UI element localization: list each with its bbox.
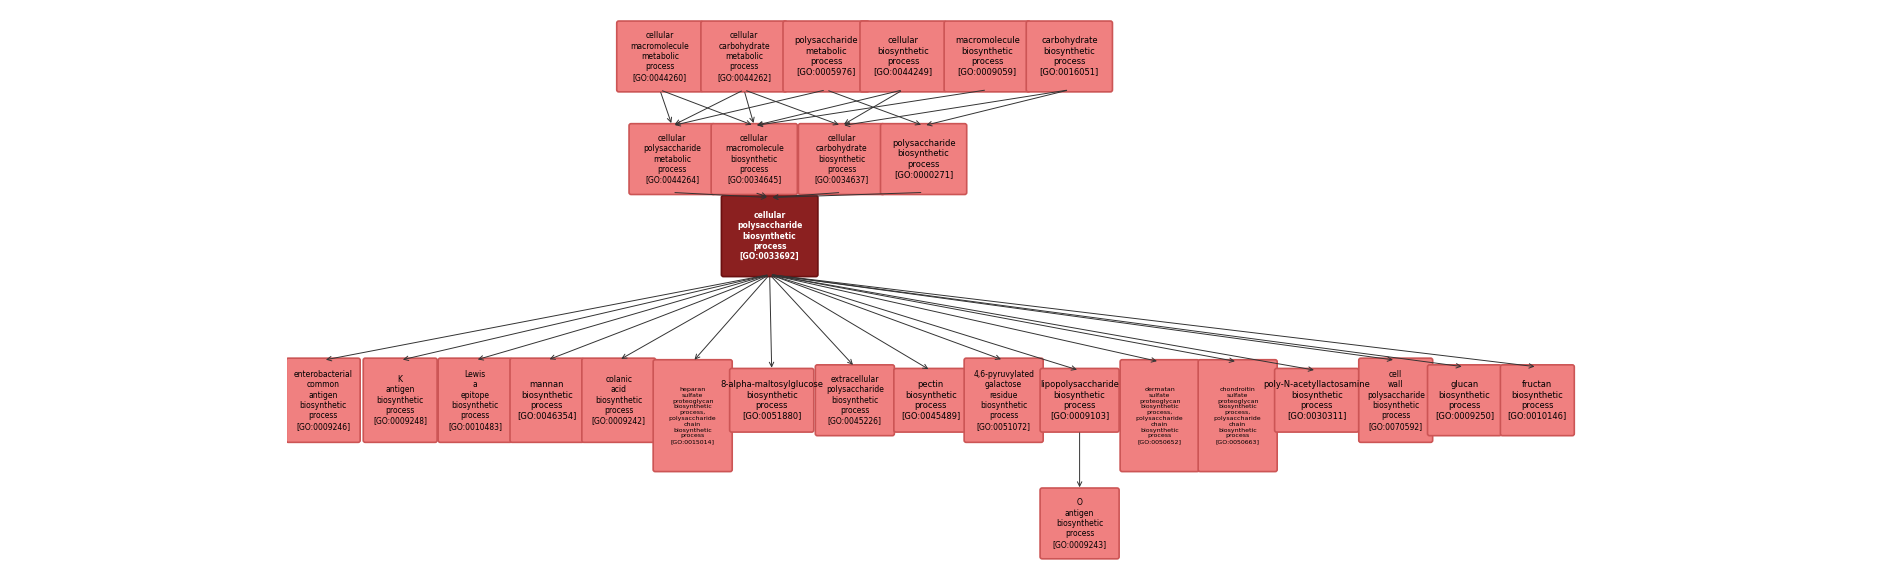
Text: K
antigen
biosynthetic
process
[GO:0009248]: K antigen biosynthetic process [GO:00092… [374, 375, 426, 425]
FancyBboxPatch shape [654, 360, 732, 472]
FancyBboxPatch shape [511, 358, 584, 442]
Text: polysaccharide
biosynthetic
process
[GO:0000271]: polysaccharide biosynthetic process [GO:… [892, 139, 956, 179]
FancyBboxPatch shape [362, 358, 438, 442]
FancyBboxPatch shape [1360, 358, 1433, 442]
FancyBboxPatch shape [945, 21, 1031, 92]
Text: O
antigen
biosynthetic
process
[GO:0009243]: O antigen biosynthetic process [GO:00092… [1052, 498, 1106, 549]
FancyBboxPatch shape [700, 21, 787, 92]
FancyBboxPatch shape [1025, 21, 1112, 92]
FancyBboxPatch shape [616, 21, 702, 92]
Text: colanic
acid
biosynthetic
process
[GO:0009242]: colanic acid biosynthetic process [GO:00… [592, 375, 646, 425]
Text: 8-alpha-maltosylglucose
biosynthetic
process
[GO:0051880]: 8-alpha-maltosylglucose biosynthetic pro… [719, 380, 823, 421]
FancyBboxPatch shape [1040, 488, 1119, 559]
Text: dermatan
sulfate
proteoglycan
biosynthetic
process,
polysaccharide
chain
biosynt: dermatan sulfate proteoglycan biosynthet… [1136, 387, 1183, 444]
FancyBboxPatch shape [582, 358, 655, 442]
Text: cellular
biosynthetic
process
[GO:0044249]: cellular biosynthetic process [GO:004424… [873, 36, 933, 77]
FancyBboxPatch shape [815, 365, 894, 436]
Text: lipopolysaccharide
biosynthetic
process
[GO:0009103]: lipopolysaccharide biosynthetic process … [1040, 380, 1119, 421]
Text: cellular
macromolecule
metabolic
process
[GO:0044260]: cellular macromolecule metabolic process… [631, 31, 689, 82]
Text: 4,6-pyruvylated
galactose
residue
biosynthetic
process
[GO:0051072]: 4,6-pyruvylated galactose residue biosyn… [973, 370, 1035, 431]
FancyBboxPatch shape [629, 123, 716, 194]
Text: enterobacterial
common
antigen
biosynthetic
process
[GO:0009246]: enterobacterial common antigen biosynthe… [293, 370, 353, 431]
Text: fructan
biosynthetic
process
[GO:0010146]: fructan biosynthetic process [GO:0010146… [1508, 380, 1566, 421]
FancyBboxPatch shape [712, 123, 798, 194]
Text: cell
wall
polysaccharide
biosynthetic
process
[GO:0070592]: cell wall polysaccharide biosynthetic pr… [1367, 370, 1425, 431]
FancyBboxPatch shape [1119, 360, 1200, 472]
FancyBboxPatch shape [1501, 365, 1574, 436]
Text: mannan
biosynthetic
process
[GO:0046354]: mannan biosynthetic process [GO:0046354] [516, 380, 577, 421]
Text: pectin
biosynthetic
process
[GO:0045489]: pectin biosynthetic process [GO:0045489] [901, 380, 960, 421]
Text: cellular
macromolecule
biosynthetic
process
[GO:0034645]: cellular macromolecule biosynthetic proc… [725, 134, 783, 184]
FancyBboxPatch shape [1198, 360, 1277, 472]
Text: extracellular
polysaccharide
biosynthetic
process
[GO:0045226]: extracellular polysaccharide biosyntheti… [826, 375, 885, 425]
FancyBboxPatch shape [963, 358, 1042, 442]
Text: macromolecule
biosynthetic
process
[GO:0009059]: macromolecule biosynthetic process [GO:0… [954, 36, 1020, 77]
FancyBboxPatch shape [783, 21, 870, 92]
FancyBboxPatch shape [285, 358, 361, 442]
Text: cellular
polysaccharide
biosynthetic
process
[GO:0033692]: cellular polysaccharide biosynthetic pro… [736, 211, 802, 261]
FancyBboxPatch shape [894, 369, 967, 432]
FancyBboxPatch shape [1275, 369, 1360, 432]
FancyBboxPatch shape [798, 123, 885, 194]
Text: poly-N-acetyllactosamine
biosynthetic
process
[GO:0030311]: poly-N-acetyllactosamine biosynthetic pr… [1264, 380, 1371, 421]
Text: cellular
polysaccharide
metabolic
process
[GO:0044264]: cellular polysaccharide metabolic proces… [644, 134, 700, 184]
Text: cellular
carbohydrate
biosynthetic
process
[GO:0034637]: cellular carbohydrate biosynthetic proce… [815, 134, 870, 184]
Text: chondroitin
sulfate
proteoglycan
biosynthetic
process,
polysaccharide
chain
bios: chondroitin sulfate proteoglycan biosynt… [1213, 387, 1262, 444]
FancyBboxPatch shape [881, 123, 967, 194]
FancyBboxPatch shape [1040, 369, 1119, 432]
Text: heparan
sulfate
proteoglycan
biosynthetic
process,
polysaccharide
chain
biosynth: heparan sulfate proteoglycan biosyntheti… [669, 387, 717, 444]
FancyBboxPatch shape [731, 369, 813, 432]
FancyBboxPatch shape [721, 195, 819, 277]
Text: glucan
biosynthetic
process
[GO:0009250]: glucan biosynthetic process [GO:0009250] [1435, 380, 1495, 421]
FancyBboxPatch shape [860, 21, 947, 92]
Text: cellular
carbohydrate
metabolic
process
[GO:0044262]: cellular carbohydrate metabolic process … [717, 31, 772, 82]
Text: carbohydrate
biosynthetic
process
[GO:0016051]: carbohydrate biosynthetic process [GO:00… [1040, 36, 1099, 77]
Text: Lewis
a
epitope
biosynthetic
process
[GO:0010483]: Lewis a epitope biosynthetic process [GO… [449, 370, 501, 431]
FancyBboxPatch shape [1427, 365, 1501, 436]
FancyBboxPatch shape [438, 358, 513, 442]
Text: polysaccharide
metabolic
process
[GO:0005976]: polysaccharide metabolic process [GO:000… [794, 36, 858, 77]
